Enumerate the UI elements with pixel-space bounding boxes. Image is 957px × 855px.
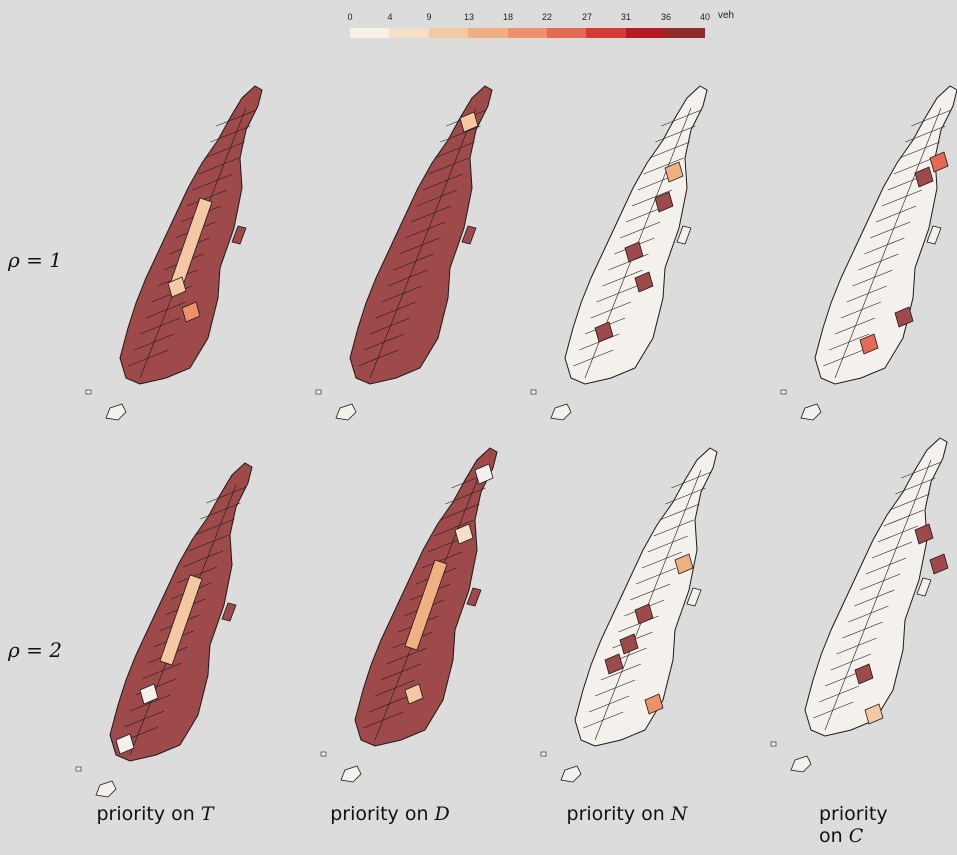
south-island [105, 403, 127, 421]
district-boundaries [813, 459, 942, 731]
south-island [95, 780, 117, 798]
district-region [167, 276, 187, 298]
east-island [686, 587, 702, 607]
map-panel-N-rho-2 [540, 447, 718, 783]
district-region [914, 523, 934, 545]
column-label-priority-D: priority on D [330, 803, 450, 825]
district-region [894, 306, 914, 328]
central-park-district [404, 559, 448, 651]
district-region [654, 191, 674, 213]
legend-swatch [468, 28, 508, 38]
legend-tick: 0 [347, 12, 353, 22]
map-panel-T-rho-1 [85, 85, 263, 421]
manhattan-island [804, 437, 948, 737]
central-park-district [159, 574, 203, 666]
district-region [404, 683, 424, 705]
figure-canvas: 0 4 9 13 18 22 27 31 36 40 veh ρ = 1 ρ =… [8, 10, 957, 847]
east-island [466, 587, 482, 607]
district-region [115, 733, 135, 755]
district-region [929, 151, 949, 173]
legend-swatch [546, 28, 587, 38]
small-island [85, 389, 92, 395]
legend-swatch [428, 28, 469, 38]
south-island [560, 765, 582, 783]
district-region [474, 463, 494, 485]
east-island [461, 225, 477, 245]
row-label-rho-2: ρ = 2 [8, 638, 62, 662]
district-region [674, 553, 694, 575]
district-region [454, 523, 474, 545]
legend-tick: 40 [699, 12, 711, 22]
legend-tick: 36 [660, 12, 672, 22]
district-region [459, 111, 479, 133]
legend-tick: 27 [581, 12, 593, 22]
legend-swatch [665, 28, 705, 38]
district-region [864, 703, 884, 725]
south-island [790, 755, 812, 773]
legend-swatch [507, 28, 547, 38]
legend-swatch [350, 28, 390, 38]
map-panel-D-rho-1 [315, 85, 493, 421]
east-island [231, 225, 247, 245]
district-boundaries [583, 469, 712, 741]
map-panel-C-rho-1 [780, 85, 957, 421]
district-region [634, 271, 654, 293]
legend-ticks: 0 4 9 13 18 22 27 31 36 40 [347, 12, 711, 26]
map-panel-C-rho-2 [770, 437, 949, 773]
district-region [929, 553, 949, 575]
south-island [550, 403, 572, 421]
east-island [676, 225, 692, 245]
district-boundaries [358, 107, 487, 379]
map-panel-N-rho-1 [530, 85, 708, 421]
legend-swatch [625, 28, 666, 38]
south-island [340, 765, 362, 783]
district-boundaries [823, 107, 952, 379]
small-island [315, 389, 322, 395]
legend-tick: 4 [387, 12, 393, 22]
legend-tick: 18 [502, 12, 514, 22]
district-region [664, 161, 684, 183]
district-region [604, 653, 624, 675]
legend-tick: 31 [620, 12, 632, 22]
small-island [320, 751, 327, 757]
district-region [634, 603, 654, 625]
south-island [800, 403, 822, 421]
legend-colorbar [350, 28, 705, 38]
south-island [335, 403, 357, 421]
east-island [221, 602, 237, 622]
district-region [594, 321, 614, 343]
small-island [770, 741, 777, 747]
map-panel-T-rho-2 [75, 462, 253, 798]
legend-swatch [586, 28, 626, 38]
map-panel-D-rho-2 [320, 447, 498, 783]
row-label-rho-1: ρ = 1 [8, 248, 62, 272]
small-island [530, 389, 537, 395]
district-region [139, 683, 159, 705]
legend-tick: 13 [463, 12, 475, 22]
district-region [624, 241, 644, 263]
district-region [181, 301, 201, 323]
east-island [926, 225, 942, 245]
manhattan-island [564, 85, 708, 385]
column-label-priority-T: priority on T [96, 803, 214, 825]
manhattan-island [349, 85, 493, 385]
legend-unit: veh [718, 10, 735, 21]
legend-tick: 22 [541, 12, 553, 22]
district-region [914, 166, 934, 188]
column-label-priority-N: priority on N [566, 803, 688, 825]
east-island [916, 577, 932, 597]
district-region [619, 633, 639, 655]
small-island [540, 751, 547, 757]
legend-tick: 9 [426, 12, 432, 22]
district-region [854, 663, 874, 685]
district-region [859, 333, 879, 355]
legend-swatch [389, 28, 429, 38]
district-region [644, 693, 664, 715]
small-island [75, 766, 82, 772]
small-island [780, 389, 787, 395]
